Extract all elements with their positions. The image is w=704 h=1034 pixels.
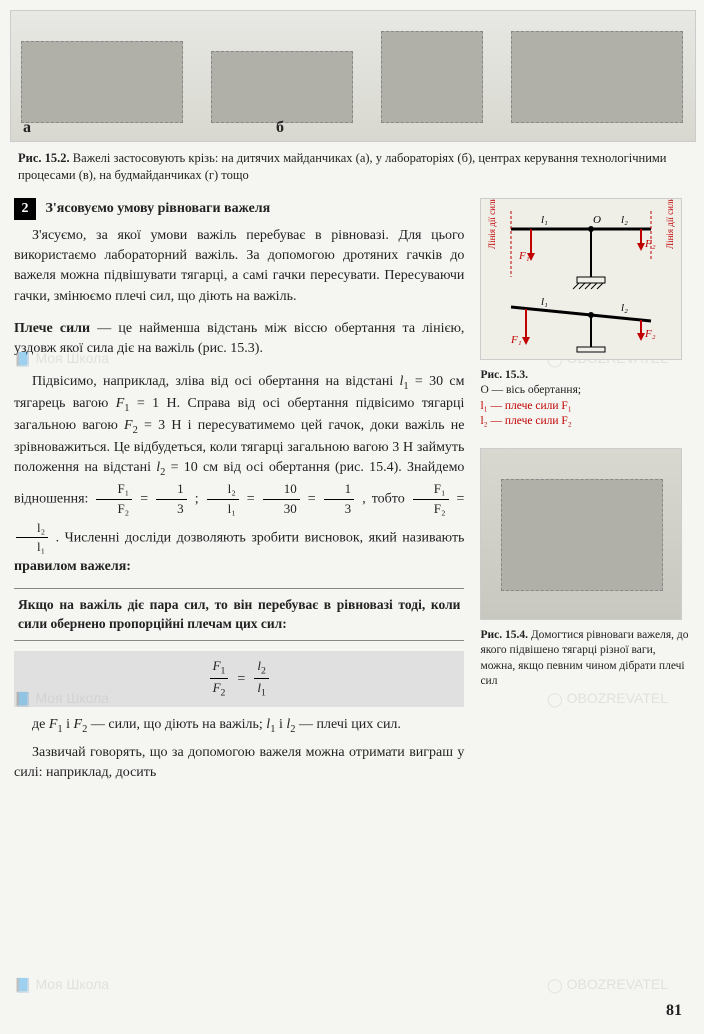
lever-balance-photo bbox=[501, 479, 663, 591]
fig-label-a: а bbox=[23, 119, 31, 137]
figure-15-2-caption: Рис. 15.2. Важелі застосовують крізь: на… bbox=[18, 150, 686, 184]
definition-term: Плече сили bbox=[14, 321, 90, 336]
main-text-column: 2 З'ясовуємо умову рівноваги важеля З'яс… bbox=[14, 198, 480, 790]
definition-box: Плече сили — це найменша відстань між ві… bbox=[14, 315, 464, 364]
fig-label: Рис. 15.2. bbox=[18, 151, 70, 165]
svg-text:O: O bbox=[593, 214, 601, 226]
section-title: З'ясовуємо умову рівноваги важеля bbox=[46, 201, 271, 216]
paragraph-1: З'ясуємо, за якої умови важіль перебуває… bbox=[14, 226, 464, 307]
svg-text:l₁: l₁ bbox=[541, 214, 548, 226]
section-number: 2 bbox=[14, 198, 36, 220]
joystick-image bbox=[381, 31, 483, 123]
svg-text:Лінія дії сили F₂: Лінія дії сили F₂ bbox=[665, 199, 675, 249]
svg-text:l₂: l₂ bbox=[621, 302, 628, 314]
watermark-text: Моя Школа bbox=[35, 976, 109, 992]
main-formula: F1F2 = l2l1 bbox=[14, 651, 464, 707]
lever-rule-box: Якщо на важіль діє пара сил, то він пере… bbox=[14, 588, 464, 641]
svg-text:F₁: F₁ bbox=[518, 250, 530, 262]
fig-label-b: б bbox=[276, 119, 284, 137]
svg-text:F₂: F₂ bbox=[644, 328, 656, 340]
svg-text:F₁: F₁ bbox=[510, 334, 522, 346]
fig-caption-text: Важелі застосовують крізь: на дитячих ма… bbox=[18, 151, 667, 182]
svg-text:Лінія дії сили F₁: Лінія дії сили F₁ bbox=[487, 199, 497, 249]
paragraph-3: Зазвичай говорять, що за допомогою важел… bbox=[14, 743, 464, 784]
figure-15-4-photo bbox=[480, 448, 682, 620]
figure-15-3-diagram: O l₁ l₂ F₁ F₂ bbox=[480, 198, 682, 360]
seesaw-image bbox=[21, 41, 183, 123]
watermark-text: OBOZREVATEL bbox=[567, 976, 668, 992]
figure-15-2-illustration: а б bbox=[10, 10, 696, 142]
paragraph-2: Підвісимо, наприклад, зліва від осі обер… bbox=[14, 372, 464, 578]
svg-text:F₂: F₂ bbox=[644, 238, 656, 250]
excavator-image bbox=[511, 31, 683, 123]
fig-label: Рис. 15.4. bbox=[480, 629, 528, 641]
svg-text:l₂: l₂ bbox=[621, 214, 628, 226]
side-column: O l₁ l₂ F₁ F₂ bbox=[480, 198, 690, 790]
page-number: 81 bbox=[666, 1002, 682, 1020]
figure-15-4-caption: Рис. 15.4. Домогтися рівноваги важеля, д… bbox=[480, 628, 690, 690]
svg-text:l₁: l₁ bbox=[541, 296, 548, 308]
formula-explanation: де F1 і F2 — сили, що діють на важіль; l… bbox=[14, 715, 464, 737]
balance-scale-image bbox=[211, 51, 353, 123]
figure-15-3-caption: Рис. 15.3. O — вісь обертання; l₁ — плеч… bbox=[480, 368, 690, 430]
fig-label: Рис. 15.3. bbox=[480, 369, 528, 381]
